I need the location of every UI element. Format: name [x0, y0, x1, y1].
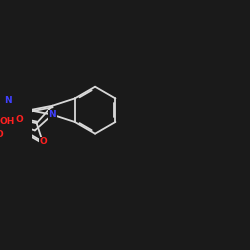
- Text: N: N: [4, 96, 12, 105]
- Text: O: O: [40, 138, 47, 146]
- Text: OH: OH: [0, 117, 15, 126]
- Text: O: O: [0, 130, 3, 140]
- Text: N: N: [48, 110, 56, 119]
- Text: O: O: [16, 115, 23, 124]
